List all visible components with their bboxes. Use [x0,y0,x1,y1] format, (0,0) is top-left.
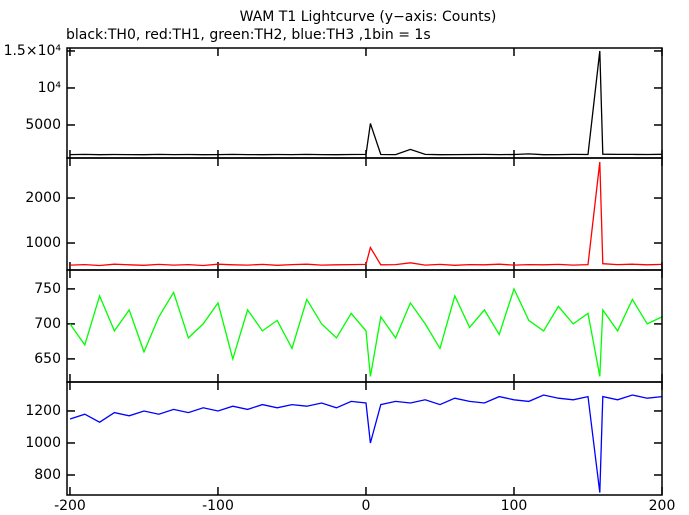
panel-frame [66,157,663,271]
panel-frame [66,269,663,383]
x-tick-label: 200 [649,498,676,514]
chart-title: WAM T1 Lightcurve (y−axis: Counts) [240,9,497,25]
series-line [69,394,663,493]
y-tick-label: 10⁴ [38,80,62,96]
y-tick-label: 2000 [25,190,61,206]
series-line [69,287,663,377]
y-tick-label: 1000 [25,235,61,251]
y-tick-label: 650 [34,351,61,367]
y-tick-label: 700 [34,316,61,332]
panel-frame [66,47,663,159]
x-tick-label: 100 [501,498,528,514]
x-tick-label: -100 [202,498,234,514]
series-line [69,50,663,156]
y-tick-label: 800 [34,467,61,483]
chart-subtitle: black:TH0, red:TH1, green:TH2, blue:TH3 … [66,27,431,43]
y-tick-label: 1.5×10⁴ [4,43,62,59]
x-tick-label: 0 [362,498,371,514]
series-line [69,161,663,267]
y-tick-label: 750 [34,281,61,297]
x-tick-label: -200 [54,498,86,514]
y-tick-label: 5000 [25,117,61,133]
y-tick-label: 1200 [25,403,61,419]
y-tick-label: 1000 [25,435,61,451]
panel-frame [66,381,663,496]
